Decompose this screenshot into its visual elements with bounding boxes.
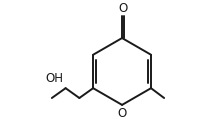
- Text: O: O: [117, 107, 127, 120]
- Text: O: O: [119, 2, 128, 15]
- Text: OH: OH: [45, 72, 63, 85]
